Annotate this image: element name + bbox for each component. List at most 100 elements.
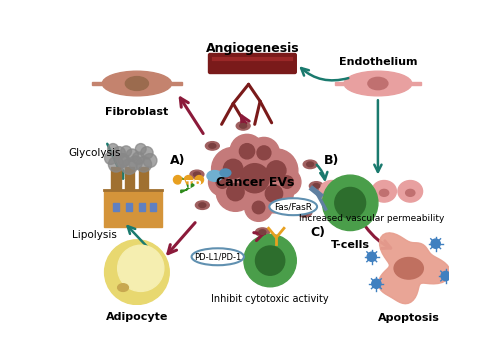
Ellipse shape	[209, 144, 216, 148]
Circle shape	[136, 144, 146, 154]
Ellipse shape	[372, 180, 396, 202]
Text: PD-L1/PD-1: PD-L1/PD-1	[194, 252, 242, 261]
FancyArrow shape	[92, 82, 106, 85]
FancyArrow shape	[168, 82, 181, 85]
Circle shape	[136, 157, 152, 172]
Circle shape	[143, 154, 157, 167]
Circle shape	[208, 168, 236, 196]
Circle shape	[195, 176, 203, 184]
Circle shape	[184, 176, 192, 184]
Text: Angiogenesis: Angiogenesis	[206, 42, 299, 55]
Text: Endothelium: Endothelium	[338, 57, 417, 67]
Circle shape	[128, 156, 142, 170]
Polygon shape	[378, 233, 450, 304]
Text: Increased vascular permeability: Increased vascular permeability	[299, 214, 444, 223]
Ellipse shape	[190, 170, 204, 179]
Circle shape	[118, 154, 130, 167]
Circle shape	[113, 147, 126, 159]
Circle shape	[116, 154, 129, 167]
Circle shape	[141, 147, 153, 159]
Circle shape	[335, 188, 366, 218]
Circle shape	[108, 157, 124, 172]
Text: Cancer EVs: Cancer EVs	[216, 176, 294, 189]
Ellipse shape	[206, 142, 220, 150]
Text: T-cells: T-cells	[330, 240, 370, 250]
Circle shape	[441, 271, 450, 281]
Circle shape	[132, 152, 144, 164]
Circle shape	[118, 245, 164, 292]
Ellipse shape	[259, 230, 266, 234]
FancyBboxPatch shape	[139, 167, 148, 190]
FancyBboxPatch shape	[113, 203, 119, 211]
Text: Lipolysis: Lipolysis	[72, 230, 117, 240]
Circle shape	[216, 176, 228, 188]
Ellipse shape	[118, 284, 128, 292]
FancyBboxPatch shape	[139, 203, 145, 211]
Text: C): C)	[310, 226, 326, 239]
Circle shape	[248, 138, 280, 168]
Circle shape	[254, 174, 293, 213]
Ellipse shape	[354, 189, 362, 196]
Ellipse shape	[194, 172, 200, 177]
Circle shape	[104, 240, 169, 305]
Ellipse shape	[240, 123, 246, 128]
Ellipse shape	[256, 228, 270, 236]
Circle shape	[256, 246, 284, 275]
FancyBboxPatch shape	[208, 54, 296, 73]
Text: Fibroblast: Fibroblast	[106, 107, 168, 117]
Ellipse shape	[394, 258, 424, 279]
Circle shape	[372, 279, 381, 288]
Circle shape	[266, 185, 282, 202]
Ellipse shape	[298, 209, 312, 217]
Ellipse shape	[368, 78, 388, 90]
Ellipse shape	[380, 189, 388, 196]
FancyBboxPatch shape	[124, 167, 134, 190]
Ellipse shape	[320, 180, 344, 202]
Circle shape	[252, 201, 265, 214]
Ellipse shape	[406, 189, 415, 196]
FancyArrow shape	[181, 177, 194, 193]
Circle shape	[266, 161, 286, 180]
Text: Fas/FasR: Fas/FasR	[274, 202, 312, 211]
Circle shape	[257, 146, 271, 160]
Ellipse shape	[306, 162, 314, 167]
FancyBboxPatch shape	[126, 203, 132, 211]
Circle shape	[240, 144, 254, 159]
Ellipse shape	[236, 122, 250, 130]
Circle shape	[212, 147, 254, 191]
FancyBboxPatch shape	[150, 203, 156, 211]
Circle shape	[367, 252, 376, 261]
Ellipse shape	[196, 201, 209, 210]
Ellipse shape	[344, 71, 412, 96]
Circle shape	[126, 149, 138, 161]
Text: B): B)	[324, 154, 340, 167]
Ellipse shape	[302, 211, 308, 215]
Ellipse shape	[310, 182, 323, 190]
Ellipse shape	[220, 169, 231, 177]
Circle shape	[244, 234, 296, 287]
Circle shape	[273, 168, 301, 196]
Ellipse shape	[102, 71, 172, 96]
Ellipse shape	[270, 198, 317, 215]
Text: Inhibit cytotoxic activity: Inhibit cytotoxic activity	[212, 295, 329, 305]
Text: A): A)	[170, 154, 186, 167]
Circle shape	[104, 152, 117, 164]
Circle shape	[120, 146, 132, 157]
Circle shape	[216, 173, 254, 211]
Ellipse shape	[126, 76, 148, 91]
Ellipse shape	[313, 184, 320, 188]
FancyArrow shape	[408, 82, 421, 85]
Circle shape	[244, 193, 272, 221]
Ellipse shape	[398, 180, 422, 202]
Text: Glycolysis: Glycolysis	[68, 148, 121, 158]
Circle shape	[222, 146, 287, 211]
Circle shape	[122, 159, 137, 174]
FancyBboxPatch shape	[112, 167, 120, 190]
Text: Adipocyte: Adipocyte	[106, 312, 168, 322]
Ellipse shape	[327, 189, 336, 196]
FancyBboxPatch shape	[104, 190, 162, 227]
Circle shape	[254, 149, 298, 192]
Circle shape	[224, 159, 243, 179]
Circle shape	[230, 134, 264, 168]
Circle shape	[281, 176, 293, 188]
